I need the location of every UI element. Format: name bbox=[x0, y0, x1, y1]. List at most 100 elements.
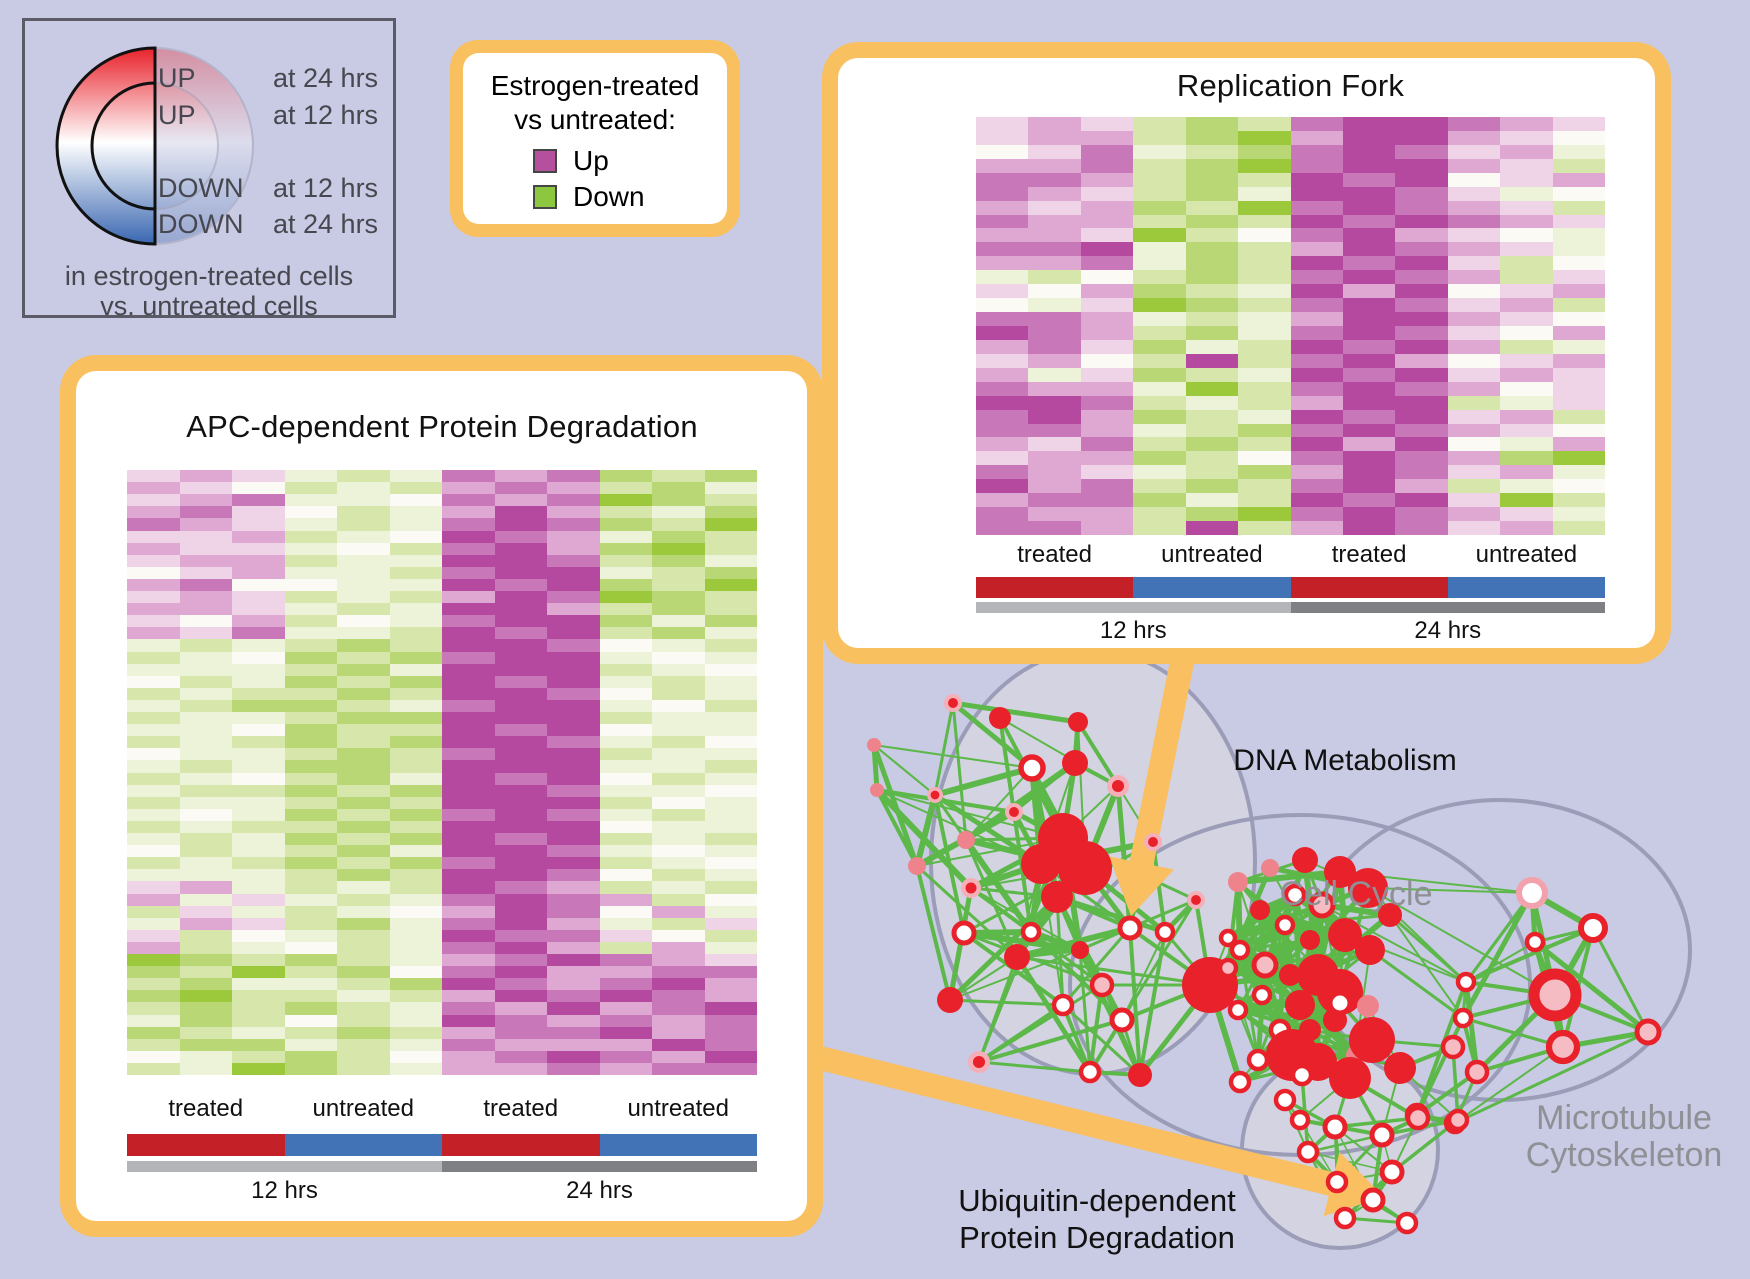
gene-node bbox=[1051, 993, 1075, 1017]
heatmap-cell bbox=[1028, 493, 1081, 508]
heatmap-cell bbox=[494, 905, 547, 918]
heatmap-cell bbox=[1028, 353, 1081, 368]
heatmap-cell bbox=[389, 966, 442, 979]
heatmap-cell bbox=[976, 353, 1029, 368]
heatmap-cell bbox=[389, 893, 442, 906]
heatmap-cell bbox=[599, 603, 652, 616]
heatmap-cell bbox=[179, 929, 232, 942]
heatmap-cell bbox=[442, 760, 495, 773]
heatmap-cell bbox=[389, 651, 442, 664]
heatmap-cell bbox=[1500, 284, 1553, 299]
gene-node bbox=[1148, 837, 1158, 847]
heatmap-cell bbox=[442, 627, 495, 640]
heatmap-cell bbox=[1552, 326, 1605, 340]
heatmap-cell bbox=[599, 845, 652, 858]
heatmap-cell bbox=[337, 845, 390, 858]
heatmap-cell bbox=[976, 200, 1029, 215]
heatmap-cell bbox=[599, 506, 652, 519]
network-edge bbox=[949, 998, 1064, 1007]
heatmap-cell bbox=[179, 905, 232, 918]
heatmap-cell bbox=[1395, 451, 1448, 466]
heatmap-cell bbox=[547, 760, 600, 773]
heatmap-cell bbox=[1447, 130, 1501, 145]
heatmap-cell bbox=[1395, 256, 1448, 271]
heatmap-cell bbox=[389, 554, 442, 567]
heatmap-cell bbox=[652, 929, 705, 942]
heatmap-cell bbox=[494, 736, 547, 749]
heatmap-cell bbox=[442, 1050, 495, 1063]
heatmap-cell bbox=[442, 881, 495, 894]
heatmap-cell bbox=[179, 675, 232, 688]
heatmap-cell bbox=[179, 917, 232, 930]
heatmap-cell bbox=[704, 796, 757, 809]
heatmap-cell bbox=[127, 881, 180, 894]
heatmap-cell bbox=[1080, 381, 1134, 396]
heatmap-cell bbox=[547, 615, 600, 628]
gene-node bbox=[1217, 957, 1239, 979]
heatmap-cell bbox=[1185, 284, 1239, 299]
heatmap-cell bbox=[337, 784, 390, 797]
heatmap-cell bbox=[1552, 144, 1605, 159]
network-edge bbox=[952, 700, 1079, 725]
heatmap-cell bbox=[179, 1026, 232, 1039]
heatmap-cell bbox=[389, 857, 442, 870]
heatmap-cell bbox=[127, 1038, 180, 1051]
heatmap-cell bbox=[976, 284, 1029, 299]
heatmap-cell bbox=[1185, 172, 1239, 187]
heatmap-cell bbox=[1238, 284, 1291, 299]
ring-caption-line2: vs. untreated cells bbox=[100, 291, 318, 321]
heatmap-cell bbox=[976, 465, 1029, 480]
ring-time-label: at 24 hrs bbox=[273, 63, 379, 93]
heatmap-cell bbox=[179, 651, 232, 664]
heatmap-cell bbox=[1238, 423, 1291, 438]
heatmap-cell bbox=[547, 639, 600, 652]
heatmap-cell bbox=[232, 687, 285, 700]
heatmap-cell bbox=[284, 917, 337, 930]
heatmap-cell bbox=[652, 990, 705, 1003]
heatmap-cell bbox=[1342, 172, 1396, 187]
heatmap-cell bbox=[389, 663, 442, 676]
heatmap-cell bbox=[1290, 130, 1343, 145]
condition-bar-segment bbox=[1290, 577, 1448, 598]
heatmap-cell bbox=[284, 881, 337, 894]
network-edge bbox=[1061, 1004, 1092, 1073]
group-label: untreated bbox=[1161, 541, 1263, 568]
heatmap-cell bbox=[1080, 284, 1134, 299]
heatmap-cell bbox=[547, 881, 600, 894]
heatmap-cell bbox=[652, 651, 705, 664]
heatmap-cell bbox=[337, 663, 390, 676]
heatmap-cell bbox=[1185, 521, 1239, 535]
orange-arrow-shaft bbox=[1128, 639, 1198, 872]
heatmap-cell bbox=[442, 905, 495, 918]
heatmap-cell bbox=[389, 772, 442, 785]
network-edge bbox=[1056, 894, 1166, 935]
heatmap-cell bbox=[704, 869, 757, 882]
heatmap-cell bbox=[337, 675, 390, 688]
gene-node bbox=[948, 698, 958, 708]
orange-arrow-shaft bbox=[817, 1046, 1341, 1198]
heatmap-cell bbox=[652, 506, 705, 519]
heatmap-cell bbox=[1133, 451, 1186, 466]
heatmap-cell bbox=[442, 869, 495, 882]
heatmap-cell bbox=[1342, 521, 1396, 535]
heatmap-cell bbox=[1342, 117, 1396, 131]
heatmap-cell bbox=[284, 482, 337, 495]
heatmap-cell bbox=[547, 494, 600, 507]
heatmap-cell bbox=[1238, 312, 1291, 326]
heatmap-cell bbox=[442, 990, 495, 1003]
heatmap-cell bbox=[127, 470, 180, 483]
heatmap-cell bbox=[127, 591, 180, 604]
heatmap-cell bbox=[232, 881, 285, 894]
heatmap-cell bbox=[179, 724, 232, 737]
heatmap-cell bbox=[389, 736, 442, 749]
heatmap-cell bbox=[704, 578, 757, 591]
heatmap-cell bbox=[547, 1050, 600, 1063]
heatmap-cell bbox=[284, 736, 337, 749]
heatmap-cell bbox=[127, 603, 180, 616]
heatmap-cell bbox=[389, 566, 442, 579]
heatmap-cell bbox=[442, 699, 495, 712]
heatmap-cell bbox=[179, 712, 232, 725]
heatmap-cell bbox=[1080, 242, 1134, 257]
network-edge bbox=[873, 744, 1033, 769]
heatmap-cell bbox=[1185, 353, 1239, 368]
